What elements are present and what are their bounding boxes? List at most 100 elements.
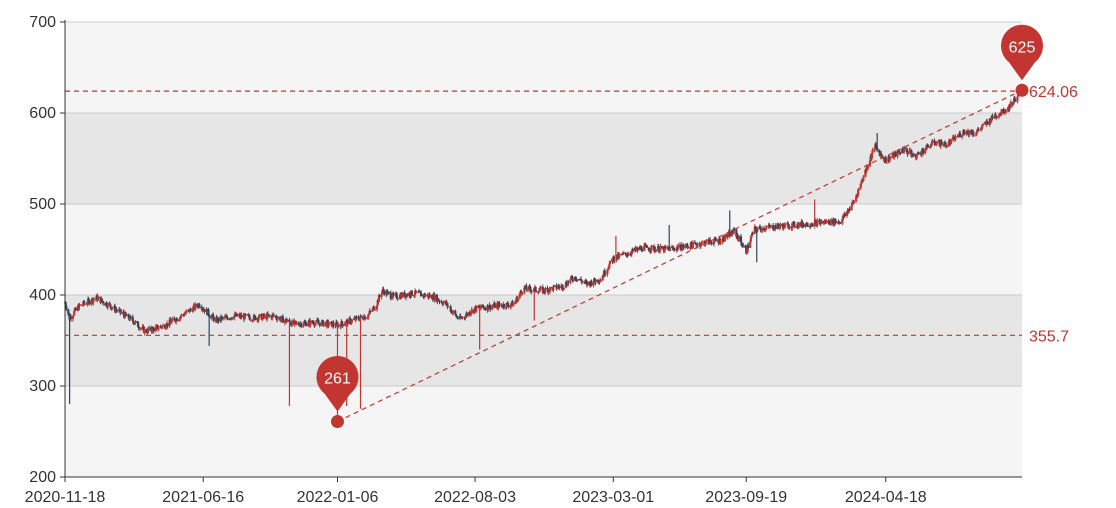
candle-body	[934, 143, 937, 145]
candle-body	[523, 287, 526, 293]
candle-body	[464, 315, 467, 318]
candle-body	[454, 310, 457, 315]
candle-body	[622, 253, 625, 255]
candle-body	[315, 319, 319, 323]
candle-body	[825, 220, 828, 224]
candle-body	[226, 317, 229, 320]
candle-body	[231, 318, 234, 320]
candle-body	[275, 316, 278, 319]
candle-body	[935, 143, 938, 145]
candle-body	[97, 296, 100, 298]
candle-body	[533, 287, 536, 291]
candle-body	[152, 327, 155, 329]
candle-body	[649, 250, 652, 252]
candle-body	[280, 316, 283, 320]
candle-body	[335, 322, 338, 324]
candle-body	[86, 298, 90, 304]
candle-body	[866, 166, 870, 169]
candle-body	[704, 240, 708, 244]
candle-body	[414, 290, 417, 295]
candle-body	[850, 205, 853, 211]
candle-body	[512, 303, 515, 307]
candle-body	[765, 226, 768, 228]
candle-body	[327, 324, 331, 326]
candle-body	[335, 322, 338, 327]
candle-body	[721, 238, 724, 243]
candle-body	[953, 136, 956, 141]
candle-body	[666, 247, 669, 249]
candle-body	[894, 152, 897, 157]
candle-body	[852, 202, 855, 204]
candle-body	[525, 289, 529, 291]
candle-body	[943, 141, 946, 146]
candle-body	[489, 304, 492, 310]
candle-body	[777, 223, 780, 227]
candle-body	[297, 322, 300, 325]
candle-body	[938, 140, 941, 147]
candle-body	[159, 325, 162, 329]
candle-body	[813, 221, 816, 227]
candle-body	[548, 287, 552, 292]
candle-body	[375, 305, 379, 310]
candle-body	[326, 320, 329, 322]
candle-body	[409, 296, 412, 298]
candle-body	[456, 318, 460, 320]
candle-body	[945, 145, 948, 148]
candle-body	[357, 317, 360, 320]
candle-body	[230, 317, 233, 319]
grid-bands	[65, 22, 1022, 477]
candle-body	[699, 244, 702, 247]
mark-point-pin	[1001, 24, 1043, 81]
candle-body	[113, 306, 117, 312]
candle-body	[127, 314, 130, 319]
candle-body	[630, 251, 633, 255]
candle-body	[851, 202, 854, 206]
candle-body	[317, 320, 320, 323]
candle-body	[631, 249, 635, 252]
candle-body	[754, 227, 758, 230]
candle-body	[779, 224, 782, 227]
candle-body	[919, 153, 922, 155]
candle-body	[373, 306, 376, 311]
candle-body	[853, 200, 856, 203]
candle-body	[679, 244, 683, 251]
candle-body	[109, 307, 113, 310]
candle-body	[920, 149, 924, 155]
candle-body	[1005, 111, 1008, 113]
candle-body	[906, 151, 909, 155]
candle-body	[220, 317, 223, 321]
candle-body	[527, 286, 531, 291]
candle-body	[980, 127, 983, 130]
x-tick-label: 2023-09-19	[705, 489, 787, 506]
candle-body	[217, 318, 220, 322]
candle-body	[360, 315, 363, 318]
candle-body	[926, 144, 929, 148]
candle-body	[539, 287, 542, 289]
candle-body	[258, 314, 261, 319]
candle-body	[539, 287, 542, 290]
candle-body	[229, 318, 232, 320]
x-tick-label: 2021-06-16	[162, 489, 244, 506]
candle-body	[643, 245, 646, 251]
candle-body	[302, 322, 306, 325]
candle-body	[371, 307, 375, 310]
candle-body	[352, 318, 356, 320]
candle-body	[860, 181, 864, 183]
candle-body	[922, 150, 925, 154]
candle-body	[562, 287, 566, 289]
candle-body	[316, 319, 319, 321]
candle-body	[73, 311, 76, 315]
candle-body	[344, 323, 347, 325]
candle-body	[949, 139, 953, 145]
candle-body	[119, 308, 122, 313]
candle-body	[901, 148, 904, 152]
candle-body	[240, 314, 243, 318]
candle-body	[915, 155, 918, 159]
candle-body	[768, 225, 771, 227]
candle-body	[585, 281, 589, 286]
candle-body	[742, 245, 745, 247]
candle-body	[1000, 109, 1003, 115]
candle-body	[194, 304, 197, 309]
candle-body	[599, 280, 602, 282]
candle-body	[865, 166, 868, 171]
